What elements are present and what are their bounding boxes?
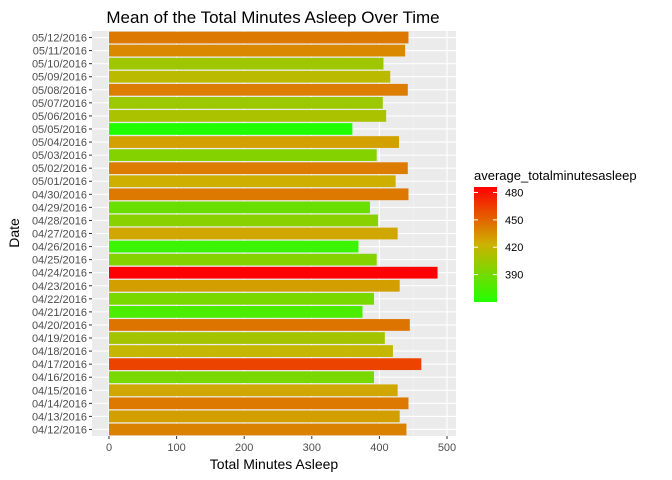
bar [109, 44, 406, 57]
bar [109, 358, 422, 371]
y-tick-label: 04/25/2016 [32, 255, 87, 267]
y-tick-label: 05/05/2016 [32, 124, 87, 136]
bar [109, 188, 409, 201]
x-axis-ticks: 0 100 200 300 400 500 [106, 436, 456, 454]
bar [109, 31, 409, 44]
y-tick-label: 04/18/2016 [32, 346, 87, 358]
y-tick-label: 04/22/2016 [32, 294, 87, 306]
legend-tick-label: 450 [505, 215, 523, 227]
bar [109, 83, 408, 96]
y-tick-label: 04/24/2016 [32, 268, 87, 280]
bar [109, 332, 385, 344]
y-tick-label: 04/19/2016 [32, 333, 87, 345]
bar [109, 371, 374, 384]
legend-tick-label: 480 [505, 187, 523, 199]
bar [109, 240, 359, 253]
y-tick-label: 04/17/2016 [32, 359, 87, 371]
y-tick-label: 04/21/2016 [32, 307, 87, 319]
bar [109, 279, 400, 292]
bar [109, 410, 400, 423]
bar [109, 70, 391, 83]
y-tick-label: 05/09/2016 [32, 72, 87, 84]
y-tick-label: 05/08/2016 [32, 85, 87, 97]
legend: average_totalminutesasleep 390 420 450 480 [474, 168, 637, 302]
bar [109, 110, 387, 122]
x-tick-label: 300 [303, 442, 321, 454]
bar [109, 423, 407, 436]
bar [109, 57, 384, 70]
y-tick-label: 05/12/2016 [32, 33, 87, 45]
y-tick-label: 04/28/2016 [32, 215, 87, 227]
y-tick-label: 05/04/2016 [32, 137, 87, 149]
legend-tick-label: 420 [505, 242, 523, 254]
bar [109, 96, 383, 109]
bar [109, 384, 398, 397]
bar [109, 306, 363, 318]
y-tick-label: 04/20/2016 [32, 320, 87, 332]
legend-ticks: 390 420 450 480 [474, 187, 523, 282]
bar [109, 136, 400, 148]
bar [109, 266, 438, 279]
y-tick-label: 04/16/2016 [32, 372, 87, 384]
legend-title: average_totalminutesasleep [474, 168, 637, 183]
y-tick-label: 05/01/2016 [32, 176, 87, 188]
y-axis-ticks: 04/12/201604/13/201604/14/201604/15/2016… [32, 33, 92, 436]
bar [109, 345, 393, 357]
bar [109, 227, 398, 240]
bar [109, 292, 374, 305]
bar [109, 123, 353, 135]
y-tick-label: 05/10/2016 [32, 59, 87, 71]
chart-title: Mean of the Total Minutes Asleep Over Ti… [106, 8, 439, 27]
bar [109, 175, 396, 188]
y-tick-label: 04/27/2016 [32, 229, 87, 241]
y-tick-label: 04/23/2016 [32, 281, 87, 293]
y-tick-label: 05/02/2016 [32, 163, 87, 175]
bar [109, 162, 408, 175]
x-tick-label: 0 [106, 442, 112, 454]
y-tick-label: 05/07/2016 [32, 98, 87, 110]
y-tick-label: 05/06/2016 [32, 111, 87, 123]
bar [109, 214, 379, 227]
legend-colorbar [474, 187, 497, 302]
bar [109, 319, 410, 331]
y-tick-label: 04/15/2016 [32, 385, 87, 397]
y-tick-label: 04/26/2016 [32, 242, 87, 254]
x-tick-label: 100 [167, 442, 185, 454]
x-axis-title: Total Minutes Asleep [210, 456, 339, 472]
y-tick-label: 04/30/2016 [32, 189, 87, 201]
x-tick-label: 200 [235, 442, 253, 454]
y-tick-label: 05/11/2016 [33, 46, 87, 58]
bar [109, 201, 370, 214]
y-axis-title: Date [6, 218, 22, 248]
y-tick-label: 04/29/2016 [32, 202, 87, 214]
legend-tick-label: 390 [505, 270, 523, 282]
bar [109, 253, 377, 266]
y-tick-label: 05/03/2016 [32, 150, 87, 162]
x-tick-label: 400 [370, 442, 388, 454]
bar [109, 397, 409, 410]
y-tick-label: 04/14/2016 [32, 398, 87, 410]
bar [109, 149, 377, 161]
y-tick-label: 04/12/2016 [32, 424, 87, 436]
y-tick-label: 04/13/2016 [32, 411, 87, 423]
x-tick-label: 500 [438, 442, 456, 454]
bars [109, 31, 438, 436]
